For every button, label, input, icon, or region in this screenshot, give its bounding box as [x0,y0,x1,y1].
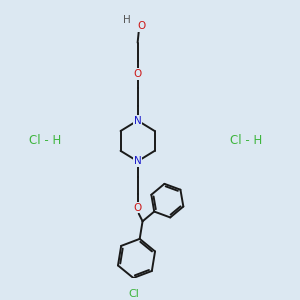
Text: Cl: Cl [128,289,139,299]
Text: N: N [134,116,142,126]
Text: Cl - H: Cl - H [29,134,62,147]
Text: O: O [137,21,145,31]
Text: O: O [134,69,142,79]
Text: O: O [134,202,142,212]
Text: N: N [134,156,142,166]
Text: N: N [134,116,142,126]
Text: Cl - H: Cl - H [230,134,262,147]
Text: H: H [123,15,131,25]
